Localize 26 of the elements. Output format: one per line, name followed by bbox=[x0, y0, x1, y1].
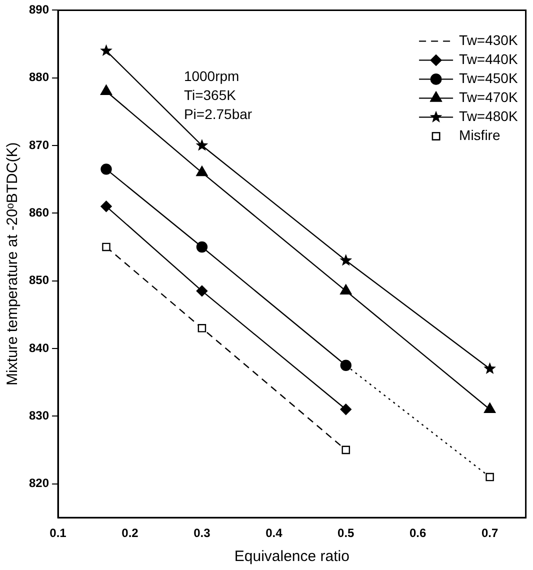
annotation: 1000rpm bbox=[184, 68, 240, 84]
legend-label: Tw=440K bbox=[459, 51, 518, 68]
legend-label: Tw=430K bbox=[459, 32, 518, 48]
x-tick-label: 0.2 bbox=[122, 526, 139, 540]
x-axis-title: Equivalence ratio bbox=[234, 548, 350, 566]
x-tick-label: 0.3 bbox=[194, 526, 211, 540]
annotation: Ti=365K bbox=[184, 87, 237, 104]
legend-label: Tw=470K bbox=[459, 89, 518, 106]
x-tick-label: 0.4 bbox=[266, 526, 283, 540]
y-tick-label: 820 bbox=[28, 476, 50, 490]
y-axis-title: Mixture temperature at -20ᵒBTDC(K) bbox=[4, 142, 22, 386]
legend-label: Tw=480K bbox=[459, 108, 518, 124]
x-tick-label: 0.6 bbox=[410, 526, 427, 540]
y-tick-label: 830 bbox=[28, 408, 50, 422]
x-tick-label: 0.5 bbox=[338, 526, 355, 540]
y-tick-label: 890 bbox=[28, 2, 50, 17]
legend-label: Tw=450K bbox=[459, 70, 518, 86]
y-tick-label: 870 bbox=[28, 138, 50, 152]
y-tick-label: 840 bbox=[28, 340, 50, 355]
annotation: Pi=2.75bar bbox=[184, 106, 252, 122]
y-tick-label: 850 bbox=[28, 273, 50, 288]
x-tick-label: 0.7 bbox=[481, 526, 498, 540]
y-tick-label: 880 bbox=[28, 70, 50, 84]
y-tick-label: 860 bbox=[28, 205, 50, 220]
x-tick-label: 0.1 bbox=[50, 526, 67, 540]
legend-label: Misfire bbox=[459, 127, 500, 144]
